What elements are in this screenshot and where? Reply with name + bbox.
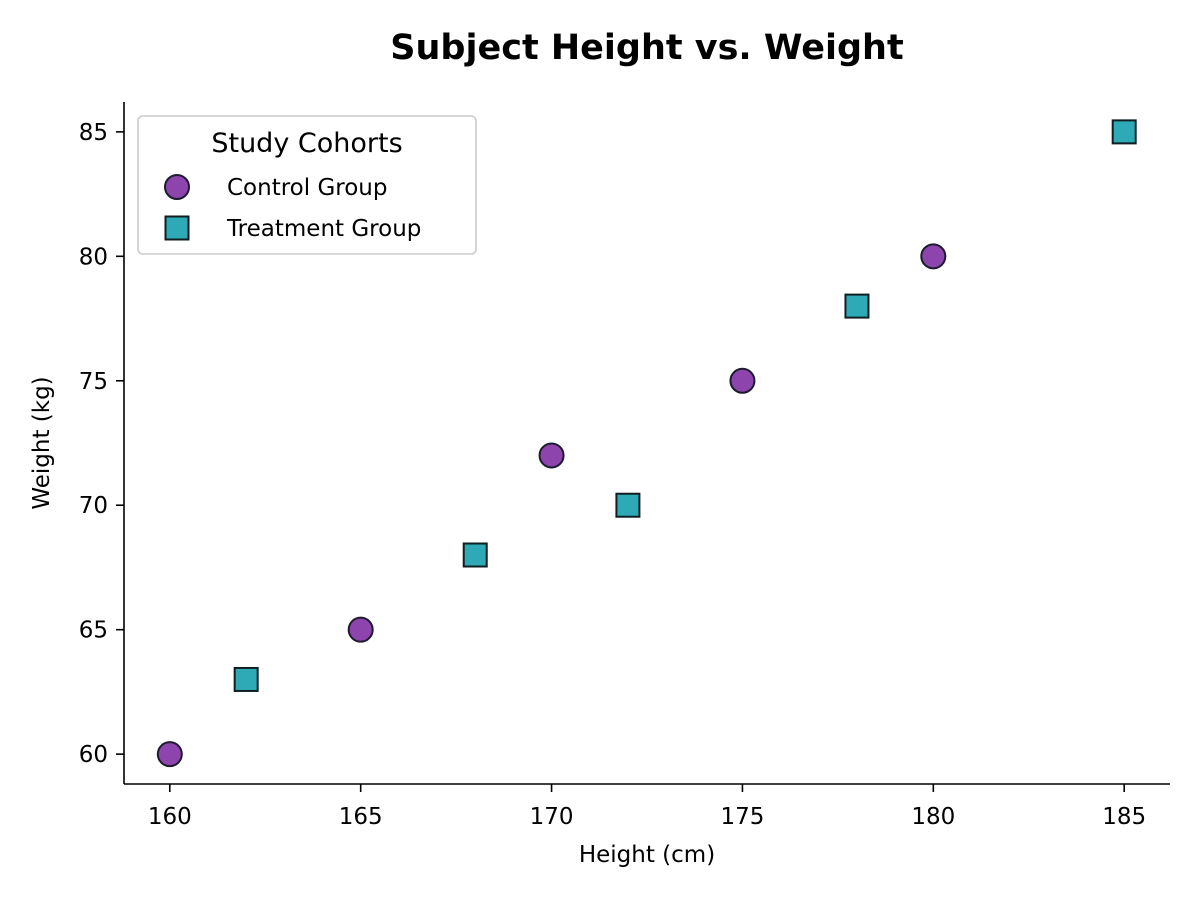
y-axis-label: Weight (kg) — [29, 376, 55, 509]
x-tick-label: 160 — [148, 804, 192, 830]
legend: Study Cohorts Control Group Treatment Gro… — [137, 115, 477, 255]
legend-label-control: Control Group — [227, 175, 387, 201]
legend-entries: Control Group Treatment Group — [164, 174, 421, 242]
treatment-point — [844, 293, 870, 319]
chart-title: Subject Height vs. Weight — [390, 28, 903, 68]
control-point — [729, 367, 756, 394]
y-axis-ticks: 60 65 70 75 80 85 — [79, 120, 124, 768]
control-point — [538, 442, 565, 469]
y-tick-label: 60 — [79, 742, 108, 768]
treatment-point — [462, 542, 488, 568]
x-axis-label: Height (cm) — [579, 842, 715, 868]
x-tick-label: 170 — [530, 804, 574, 830]
control-point — [347, 616, 374, 643]
legend-title: Study Cohorts — [211, 128, 402, 159]
x-tick-label: 185 — [1102, 804, 1146, 830]
treatment-point — [233, 666, 259, 692]
y-tick-label: 75 — [79, 369, 108, 395]
data-points — [156, 119, 1137, 768]
x-axis-ticks: 160 165 170 175 180 185 — [148, 784, 1146, 830]
y-tick-label: 85 — [79, 120, 108, 146]
y-tick-label: 65 — [79, 618, 108, 644]
x-tick-label: 175 — [720, 804, 764, 830]
legend-marker-control — [164, 174, 190, 200]
control-point — [156, 741, 183, 768]
legend-frame — [137, 115, 477, 255]
y-tick-label: 70 — [79, 493, 108, 519]
y-tick-label: 80 — [79, 244, 108, 270]
legend-marker-treatment — [164, 215, 190, 241]
control-point — [920, 243, 947, 270]
legend-label-treatment: Treatment Group — [226, 216, 421, 242]
x-tick-label: 165 — [339, 804, 383, 830]
treatment-point — [615, 492, 641, 518]
treatment-point — [1111, 119, 1137, 145]
x-tick-label: 180 — [911, 804, 955, 830]
